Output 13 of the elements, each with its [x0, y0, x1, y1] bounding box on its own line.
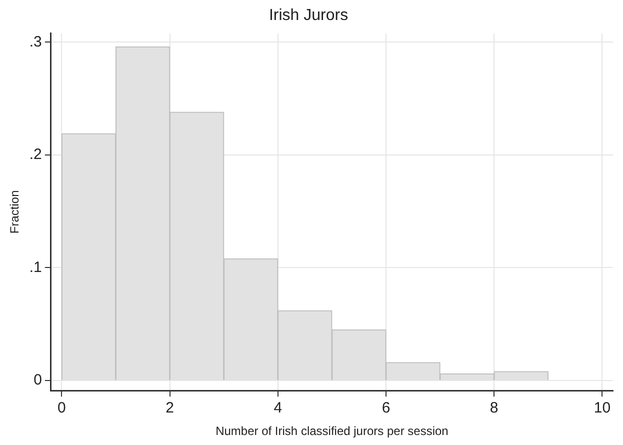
y-tick-label: .2	[29, 146, 42, 164]
chart-title: Irish Jurors	[268, 7, 348, 24]
x-tick-label: 6	[382, 400, 390, 417]
y-tick-label: 0	[34, 372, 42, 389]
y-tick-label: .3	[29, 33, 42, 50]
x-tick-label: 8	[490, 400, 498, 417]
x-tick-label: 2	[166, 400, 174, 417]
y-tick-label: .1	[29, 258, 42, 276]
x-tick-label: 10	[594, 400, 611, 417]
x-tick-label: 4	[274, 400, 282, 417]
x-axis-title: Number of Irish classified jurors per session	[216, 424, 448, 438]
y-axis-title: Fraction	[8, 190, 22, 234]
x-tick-label: 0	[58, 400, 66, 417]
